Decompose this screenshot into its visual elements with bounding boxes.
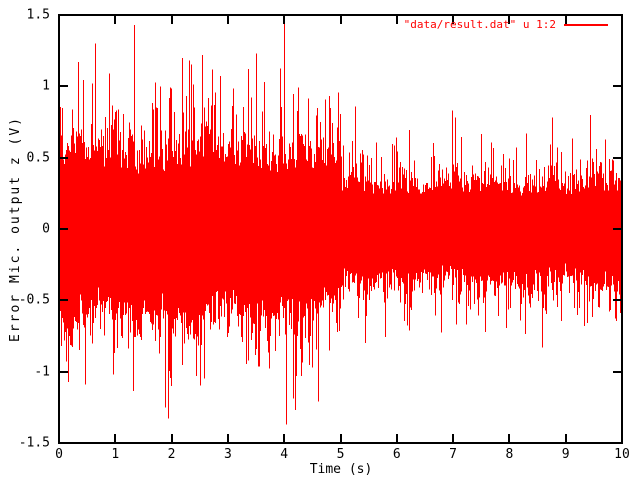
x-tick-label: 6 xyxy=(392,447,401,462)
y-tick-label: 1 xyxy=(42,78,50,94)
x-tick-label: 5 xyxy=(336,447,345,462)
x-tick-label: 1 xyxy=(111,447,120,462)
y-tick-label: -0.5 xyxy=(18,292,50,308)
legend: "data/result.dat" u 1:2 xyxy=(404,18,608,31)
x-tick-label: 9 xyxy=(561,447,570,462)
legend-label: "data/result.dat" u 1:2 xyxy=(403,18,556,31)
x-axis-label: Time (s) xyxy=(309,462,373,477)
x-tick-label: 4 xyxy=(280,447,289,462)
x-tick-label: 7 xyxy=(449,447,458,462)
x-tick-label: 0 xyxy=(55,447,63,462)
x-tick-label: 3 xyxy=(223,447,232,462)
x-tick-label: 2 xyxy=(167,447,176,462)
signal-trace xyxy=(59,23,623,425)
x-tick-label: 10 xyxy=(614,447,630,462)
x-tick-label: 8 xyxy=(505,447,514,462)
y-tick-label: 0 xyxy=(42,221,50,237)
legend-line-sample xyxy=(564,23,608,26)
y-tick-label: 0.5 xyxy=(26,150,50,166)
y-tick-label: -1.5 xyxy=(18,435,50,451)
y-tick-label: 1.5 xyxy=(26,7,50,23)
y-tick-label: -1 xyxy=(34,364,50,380)
